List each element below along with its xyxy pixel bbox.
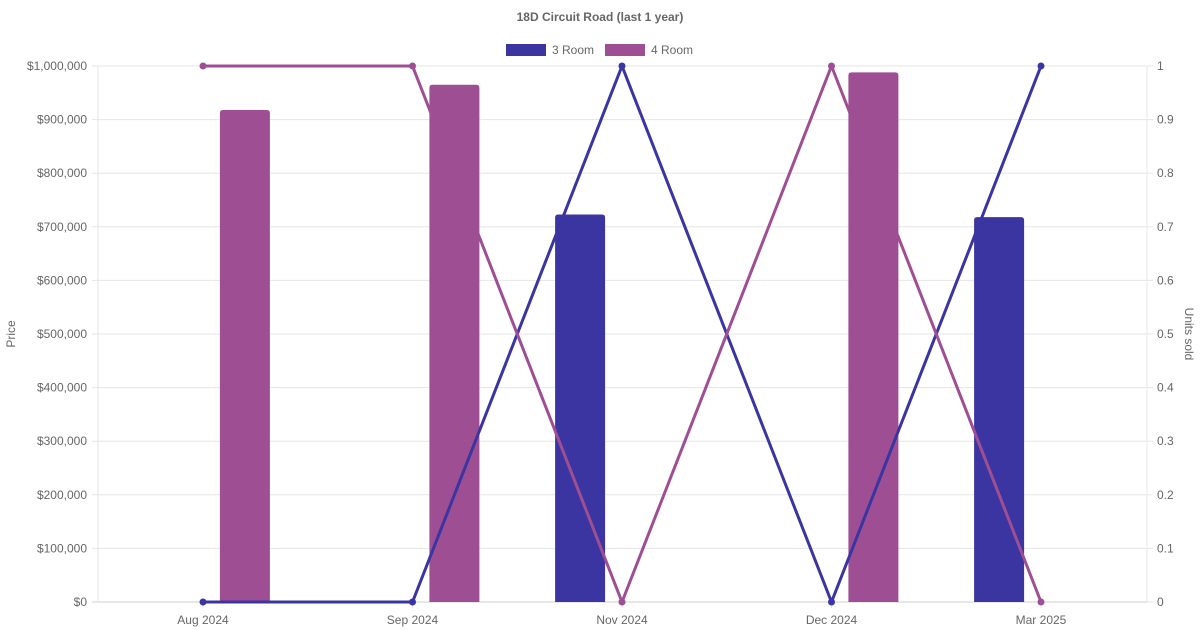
legend-item-3-room[interactable]: 3 Room [506,43,594,57]
y-left-tick-label: $700,000 [37,220,87,234]
x-tick-label: Mar 2025 [1016,613,1067,627]
y-left-tick-label: $400,000 [37,381,87,395]
y-right-tick-label: 0 [1157,595,1164,609]
y-left-tick-label: $900,000 [37,113,87,127]
legend-label-4-room: 4 Room [651,43,693,57]
y-right-tick-label: 0.5 [1157,327,1174,341]
y-left-tick-label: $0 [74,595,88,609]
legend: 3 Room 4 Room [506,43,693,57]
y-left-tick-label: $500,000 [37,327,87,341]
y-right-tick-label: 0.1 [1157,541,1174,555]
x-tick-label: Nov 2024 [596,613,648,627]
y-axis-left-title: Price [4,320,18,348]
point-4-room-aug-2024[interactable] [199,62,207,70]
point-3-room-aug-2024[interactable] [199,598,207,606]
point-4-room-sep-2024[interactable] [409,62,416,70]
bar-3-room-nov-2024[interactable] [555,214,606,603]
point-3-room-nov-2024[interactable] [618,62,626,70]
x-tick-label: Dec 2024 [806,613,858,627]
bar-4-room-sep-2024[interactable] [429,84,480,602]
y-right-tick-label: 0.4 [1157,381,1174,395]
legend-swatch-3-room [506,44,546,56]
legend-item-4-room[interactable]: 4 Room [605,43,693,57]
y-right-tick-label: 0.6 [1157,273,1174,287]
y-right-tick-label: 0.9 [1157,113,1174,127]
units-lines [199,62,1045,606]
legend-label-3-room: 3 Room [552,43,594,57]
point-4-room-mar-2025[interactable] [1037,598,1045,606]
y-axis-right-title: Units sold [1182,308,1196,361]
chart-title: 18D Circuit Road (last 1 year) [517,10,684,24]
y-right-tick-label: 0.2 [1157,488,1174,502]
y-right-tick-label: 0.8 [1157,166,1174,180]
y-left-tick-label: $100,000 [37,541,87,555]
point-3-room-sep-2024[interactable] [409,598,416,606]
legend-swatch-4-room [605,44,645,56]
x-tick-label: Sep 2024 [387,613,439,627]
point-4-room-nov-2024[interactable] [618,598,626,606]
bar-4-room-aug-2024[interactable] [219,109,270,603]
y-right-tick-label: 0.3 [1157,434,1174,448]
y-left-tick-label: $600,000 [37,273,87,287]
bar-4-room-dec-2024[interactable] [848,72,899,602]
x-axis-ticks: Aug 2024 Sep 2024 Nov 2024 Dec 2024 Mar 2025 [177,602,1067,627]
x-tick-label: Aug 2024 [177,613,229,627]
y-left-tick-label: $1,000,000 [27,59,87,73]
y-axis-right-ticks: 0 0.1 0.2 0.3 0.4 0.5 0.6 0.7 0.8 0.9 1 [1147,59,1174,609]
bar-3-room-mar-2025[interactable] [974,217,1025,603]
y-axis-left-ticks: $0 $100,000 $200,000 $300,000 $400,000 $500,0… [27,59,87,609]
point-3-room-mar-2025[interactable] [1037,62,1045,70]
y-right-tick-label: 0.7 [1157,220,1174,234]
point-4-room-dec-2024[interactable] [828,62,835,70]
y-left-tick-label: $800,000 [37,166,87,180]
y-right-tick-label: 1 [1157,59,1164,73]
y-left-tick-label: $300,000 [37,434,87,448]
point-3-room-dec-2024[interactable] [828,598,835,606]
price-bars [219,72,1025,603]
y-left-tick-label: $200,000 [37,488,87,502]
